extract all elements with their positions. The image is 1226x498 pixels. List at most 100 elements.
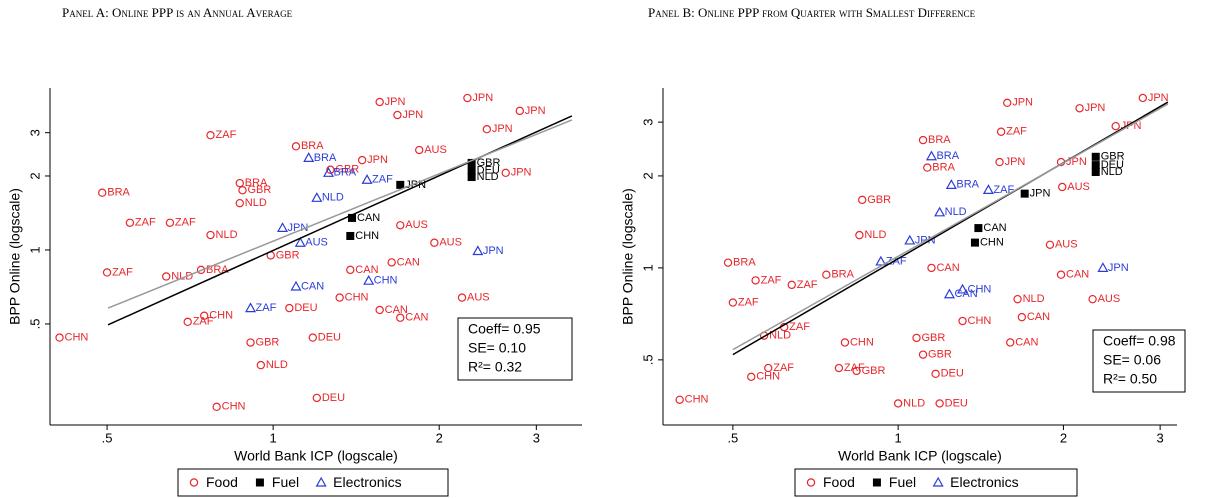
point — [206, 131, 215, 140]
point — [751, 276, 760, 285]
point — [957, 283, 969, 294]
point-label: JPN — [1085, 102, 1106, 114]
point-label: AUS — [439, 237, 462, 249]
point-label: CHN — [374, 275, 398, 287]
point-label: GBR — [862, 365, 886, 377]
point-label: CAN — [385, 304, 408, 316]
point-label: AUS — [1098, 293, 1121, 305]
stats-box — [457, 317, 573, 381]
point — [472, 245, 484, 256]
x-tick-label: 2 — [436, 430, 443, 445]
point — [996, 127, 1006, 136]
point-label: ZAF — [773, 362, 794, 374]
point-label: ZAF — [761, 274, 782, 286]
point — [1017, 312, 1027, 322]
stats-text: R²= 0.32 — [468, 359, 522, 375]
point — [1045, 240, 1055, 250]
x-tick-label: 1 — [895, 430, 902, 445]
point-label: DEU — [941, 368, 964, 380]
point — [1013, 294, 1022, 304]
point — [927, 263, 936, 273]
point — [501, 168, 510, 178]
point — [970, 238, 979, 247]
panel-title: Panel A: Online PPP is an Annual Average — [62, 5, 293, 20]
y-tick-label: 1 — [640, 264, 655, 271]
point — [1091, 152, 1100, 161]
point — [245, 302, 257, 313]
legend-label: Electronics — [950, 474, 1018, 490]
point-label: CAN — [983, 222, 1006, 234]
point — [943, 288, 955, 299]
point — [196, 265, 206, 275]
point — [787, 280, 796, 290]
point — [246, 338, 255, 347]
point-label: JPN — [385, 96, 406, 108]
point — [294, 237, 306, 247]
point — [387, 258, 396, 267]
point-label: JPN — [1005, 156, 1026, 168]
point-label: ZAF — [112, 266, 133, 278]
point — [822, 270, 831, 279]
point — [852, 366, 861, 376]
point-label: NLD — [1023, 293, 1045, 305]
point-label: JPN — [1148, 92, 1169, 104]
point-label: CHN — [345, 292, 369, 304]
point-label: GBR — [335, 164, 359, 176]
point — [1075, 104, 1084, 113]
point — [1020, 189, 1029, 198]
point-label: NLD — [216, 229, 238, 241]
point-label: AUS — [1055, 239, 1078, 251]
x-tick-label: 2 — [1060, 430, 1067, 445]
point-label: JPN — [367, 154, 388, 166]
y-axis-label: BPP Online (logscale) — [7, 188, 23, 325]
point-label: ZAF — [886, 255, 907, 267]
point — [285, 303, 294, 313]
point — [728, 298, 738, 307]
point — [235, 198, 244, 208]
point-label: CAN — [954, 288, 977, 300]
point-label: CHN — [685, 394, 709, 406]
stats-box — [1092, 329, 1186, 393]
point-label: AUS — [405, 219, 428, 231]
point — [958, 316, 967, 326]
panel-title: Panel B: Online PPP from Quarter with Sm… — [648, 5, 976, 20]
point-label: CHN — [756, 371, 780, 383]
point — [363, 274, 375, 285]
point — [183, 317, 192, 327]
point-label: JPN — [525, 105, 546, 117]
point-label: CHN — [222, 401, 246, 413]
x-tick-label: 3 — [533, 430, 540, 445]
stats-text: SE= 0.06 — [1103, 352, 1161, 368]
point — [945, 179, 957, 189]
point-label: CAN — [357, 212, 380, 224]
point — [935, 399, 944, 408]
point — [974, 224, 983, 233]
point — [98, 188, 107, 197]
point-label: NLD — [322, 192, 344, 204]
point-label: JPN — [288, 222, 309, 234]
point — [995, 157, 1004, 167]
point — [723, 258, 733, 267]
point — [291, 142, 301, 151]
point-label: BRA — [314, 152, 337, 164]
point-label: DEU — [945, 397, 968, 409]
point — [764, 363, 773, 373]
point-label: BRA — [932, 161, 955, 173]
point-label: JPN — [511, 167, 532, 179]
point-label: AUS — [305, 237, 328, 249]
stats-text: SE= 0.10 — [468, 340, 526, 356]
point-label: NLD — [477, 171, 499, 183]
point — [857, 195, 867, 205]
point-label: JPN — [483, 245, 504, 257]
point-label: CHN — [65, 331, 89, 343]
point — [931, 369, 940, 379]
point — [457, 293, 467, 302]
point — [904, 234, 916, 245]
point-label: CHN — [209, 310, 233, 322]
point-label: NLD — [266, 359, 288, 371]
point — [893, 399, 903, 408]
point — [482, 124, 492, 134]
legend-marker — [872, 478, 881, 487]
legend-marker — [255, 478, 264, 487]
x-tick-label: .5 — [102, 430, 113, 445]
